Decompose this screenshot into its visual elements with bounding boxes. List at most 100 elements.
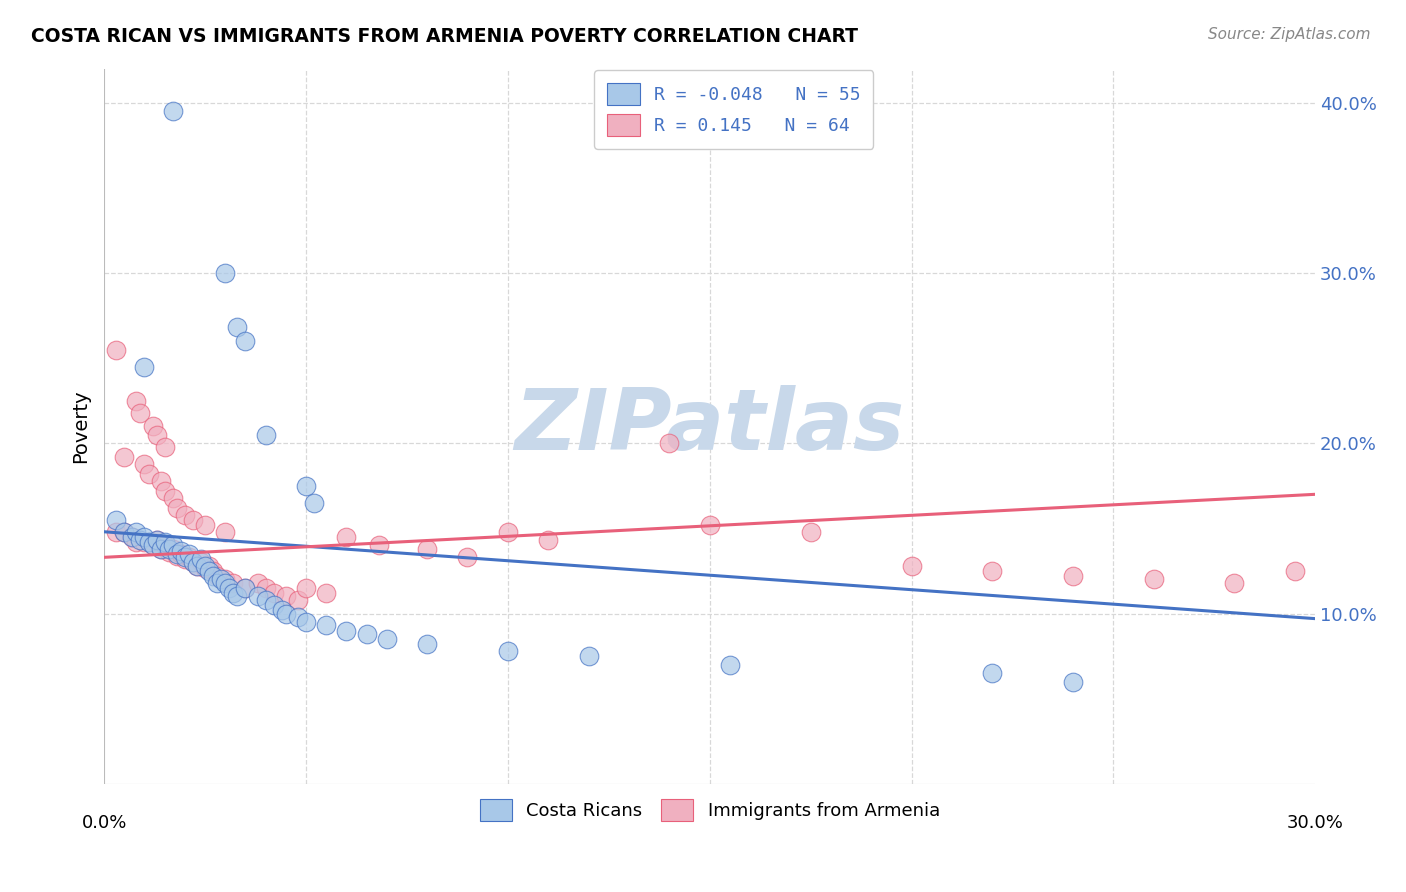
Point xyxy=(274,607,297,621)
Point xyxy=(121,530,143,544)
Point xyxy=(235,581,257,595)
Point xyxy=(112,450,135,464)
Point xyxy=(173,508,195,522)
Point xyxy=(125,524,148,539)
Point xyxy=(981,564,1004,578)
Point xyxy=(153,535,176,549)
Point xyxy=(287,593,309,607)
Point xyxy=(149,541,172,556)
Point xyxy=(335,624,357,638)
Point xyxy=(129,533,152,548)
Point xyxy=(981,666,1004,681)
Point xyxy=(149,541,172,556)
Point xyxy=(578,649,600,664)
Point xyxy=(246,590,269,604)
Point xyxy=(295,581,318,595)
Point xyxy=(134,457,156,471)
Point xyxy=(105,524,128,539)
Point xyxy=(335,530,357,544)
Point xyxy=(287,610,309,624)
Point xyxy=(375,632,398,646)
Point xyxy=(1223,575,1246,590)
Point xyxy=(198,558,221,573)
Point xyxy=(416,637,439,651)
Point xyxy=(121,530,143,544)
Point xyxy=(295,479,318,493)
Point xyxy=(1143,573,1166,587)
Point xyxy=(105,513,128,527)
Point xyxy=(181,556,204,570)
Point xyxy=(157,541,180,556)
Point xyxy=(416,541,439,556)
Point xyxy=(367,538,389,552)
Point xyxy=(209,573,232,587)
Point xyxy=(274,590,297,604)
Point xyxy=(134,535,156,549)
Point xyxy=(222,586,245,600)
Point xyxy=(105,343,128,357)
Point xyxy=(186,558,208,573)
Point xyxy=(222,575,245,590)
Point xyxy=(295,615,318,629)
Point xyxy=(302,496,325,510)
Point xyxy=(263,586,285,600)
Point xyxy=(496,644,519,658)
Point xyxy=(190,552,212,566)
Legend: Costa Ricans, Immigrants from Armenia: Costa Ricans, Immigrants from Armenia xyxy=(472,792,948,829)
Point xyxy=(315,586,337,600)
Point xyxy=(214,573,236,587)
Point xyxy=(1284,564,1306,578)
Point xyxy=(112,524,135,539)
Point xyxy=(142,419,165,434)
Point xyxy=(162,104,184,119)
Point xyxy=(190,556,212,570)
Point xyxy=(173,550,195,565)
Point xyxy=(170,543,193,558)
Point xyxy=(166,547,188,561)
Point xyxy=(218,581,240,595)
Point xyxy=(153,440,176,454)
Point xyxy=(226,590,249,604)
Point xyxy=(205,575,228,590)
Text: Source: ZipAtlas.com: Source: ZipAtlas.com xyxy=(1208,27,1371,42)
Point xyxy=(214,266,236,280)
Point xyxy=(235,581,257,595)
Point xyxy=(315,618,337,632)
Point xyxy=(145,533,167,548)
Point xyxy=(181,513,204,527)
Point xyxy=(214,575,236,590)
Point xyxy=(145,533,167,548)
Point xyxy=(270,603,292,617)
Point xyxy=(356,627,378,641)
Point xyxy=(170,547,193,561)
Point xyxy=(125,535,148,549)
Point xyxy=(254,593,277,607)
Point xyxy=(194,560,217,574)
Point xyxy=(162,538,184,552)
Point xyxy=(900,558,922,573)
Point xyxy=(162,541,184,556)
Point xyxy=(186,558,208,573)
Point xyxy=(149,474,172,488)
Point xyxy=(1062,569,1084,583)
Point xyxy=(181,556,204,570)
Point xyxy=(235,334,257,348)
Text: 0.0%: 0.0% xyxy=(82,814,127,832)
Text: ZIPatlas: ZIPatlas xyxy=(515,384,905,467)
Point xyxy=(138,467,160,481)
Point xyxy=(226,320,249,334)
Point xyxy=(157,545,180,559)
Point xyxy=(254,581,277,595)
Point xyxy=(205,569,228,583)
Point xyxy=(153,483,176,498)
Point xyxy=(129,406,152,420)
Point xyxy=(198,564,221,578)
Point xyxy=(162,491,184,505)
Point xyxy=(166,500,188,515)
Point xyxy=(214,524,236,539)
Point xyxy=(263,598,285,612)
Point xyxy=(138,535,160,549)
Point xyxy=(166,549,188,563)
Point xyxy=(1062,674,1084,689)
Point xyxy=(145,427,167,442)
